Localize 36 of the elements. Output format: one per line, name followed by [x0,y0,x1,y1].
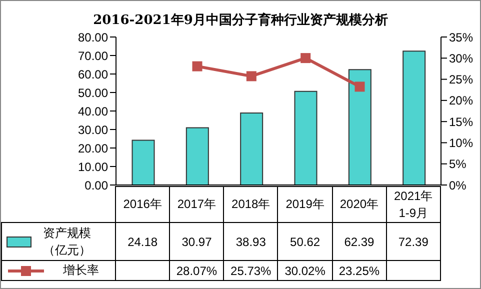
x-tick-label: 2016年 [122,196,163,213]
legend-label: 资产规模（亿元） [42,224,92,258]
y2-tick-label: 10% [449,136,474,150]
y-tick-label: 30.00 [78,122,108,137]
x-tick-label: 2018年 [230,196,272,213]
data-label: 30.97 [170,222,224,260]
y-tick-label: 70.00 [78,48,108,63]
y2-tick-label: 0% [449,178,467,192]
y-tick-label: 60.00 [78,67,108,82]
y-tick-label: 10.00 [78,160,108,174]
chart-title: 2016-2021年9月中国分子育种行业资产规模分析 [92,12,389,29]
y2-tick-label: 15% [449,114,474,129]
data-label: 38.93 [224,222,278,260]
x-tick-label: 2021年 1-9月 [386,188,440,222]
data-label: 23.25% [332,260,386,280]
data-label: 50.62 [278,222,332,260]
data-label: 25.73% [224,260,278,280]
y-tick-label: 40.00 [78,104,108,118]
y2-tick-label: 5% [449,157,467,172]
data-label: 62.39 [332,222,386,260]
x-tick-label: 2020年 [338,196,380,213]
y2-tick-label: 25% [449,72,474,87]
y-tick-label: 20.00 [78,141,108,156]
y-tick-label: 50.00 [78,86,108,100]
y-tick-label: 80.00 [78,30,108,44]
x-tick-label: 2017年 [176,196,218,213]
legend-label: 增长率 [62,262,100,279]
data-label: 28.07% [170,260,224,280]
y2-tick-label: 30% [449,51,474,66]
data-label: 72.39 [386,222,440,260]
data-label: 30.02% [278,260,332,280]
y-tick-label: 0.00 [84,178,108,192]
y2-tick-label: 35% [449,30,474,44]
data-label: 24.18 [116,222,170,260]
x-tick-label: 2019年 [284,196,326,213]
y2-tick-label: 20% [449,94,474,108]
